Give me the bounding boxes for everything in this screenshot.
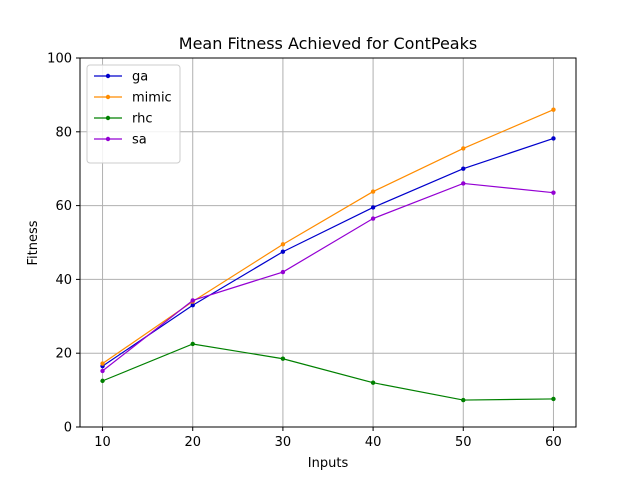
legend-swatch-marker <box>105 94 111 100</box>
x-tick-label: 40 <box>365 435 382 450</box>
data-point-rhc <box>461 397 466 403</box>
data-point-mimic <box>280 242 286 247</box>
y-tick-label: 20 <box>55 347 72 362</box>
legend-label: sa <box>132 133 147 148</box>
legend-label: ga <box>132 70 148 85</box>
x-tick-label: 60 <box>545 435 562 450</box>
data-point-mimic <box>100 361 105 366</box>
data-point-ga <box>370 205 376 210</box>
y-tick-label: 40 <box>55 273 72 288</box>
data-point-ga <box>551 136 556 141</box>
legend-swatch-marker <box>105 136 111 142</box>
data-point-mimic <box>370 189 376 194</box>
data-point-rhc <box>551 396 556 402</box>
data-point-ga <box>280 249 286 254</box>
series-line-rhc <box>102 343 554 401</box>
data-point-ga <box>461 166 466 171</box>
data-point-sa <box>280 269 286 275</box>
y-tick-label: 60 <box>55 199 72 214</box>
y-tick-label: 100 <box>47 52 72 67</box>
data-point-rhc <box>190 341 195 347</box>
legend-label: mimic <box>132 91 172 106</box>
series-line-ga <box>102 137 554 367</box>
chart-title: Mean Fitness Achieved for ContPeaks <box>179 34 477 53</box>
data-point-rhc <box>100 378 105 384</box>
series-layer <box>100 107 556 403</box>
data-point-rhc <box>280 356 286 361</box>
y-axis-label: Fitness <box>26 220 41 265</box>
data-point-sa <box>461 181 466 186</box>
legend-swatch-marker <box>105 115 111 121</box>
axis-ticks: 10 20 30 40 50 60 0 20 40 60 80 100 <box>47 52 562 451</box>
data-point-mimic <box>551 107 556 112</box>
x-axis-label: Inputs <box>308 456 349 471</box>
x-tick-label: 20 <box>184 435 201 450</box>
data-point-sa <box>551 190 556 195</box>
data-point-rhc <box>370 380 376 385</box>
legend-swatch-marker <box>105 73 111 79</box>
data-point-ga <box>190 303 195 308</box>
data-point-sa <box>370 216 376 221</box>
legend: ga mimic rhc sa <box>86 64 181 164</box>
series-line-sa <box>102 182 554 372</box>
data-point-mimic <box>461 146 466 151</box>
legend-label: rhc <box>132 112 153 127</box>
x-tick-label: 10 <box>94 435 111 450</box>
x-tick-label: 30 <box>275 435 292 450</box>
y-tick-label: 80 <box>55 125 72 140</box>
data-point-sa <box>190 298 195 303</box>
y-tick-label: 0 <box>64 421 72 436</box>
plot-frame <box>79 57 577 428</box>
data-point-sa <box>100 368 105 374</box>
x-tick-label: 50 <box>455 435 472 450</box>
